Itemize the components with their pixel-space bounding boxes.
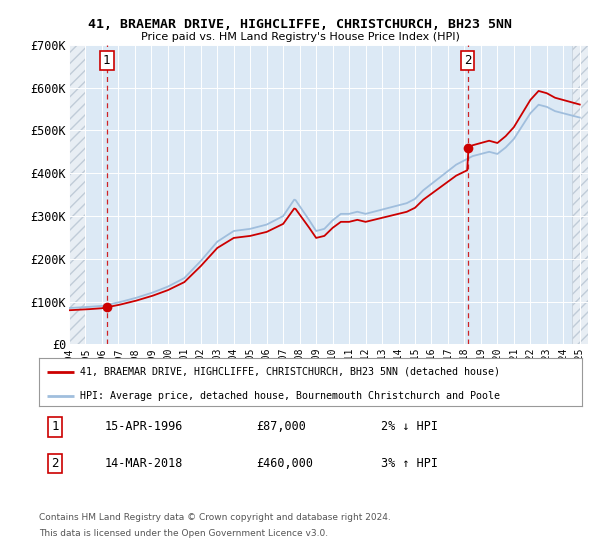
Text: 1: 1 — [103, 54, 110, 67]
Text: 3% ↑ HPI: 3% ↑ HPI — [381, 457, 438, 470]
Text: £460,000: £460,000 — [256, 457, 313, 470]
Text: 15-APR-1996: 15-APR-1996 — [104, 421, 182, 433]
Text: HPI: Average price, detached house, Bournemouth Christchurch and Poole: HPI: Average price, detached house, Bour… — [80, 390, 500, 400]
Bar — [572, 45, 588, 344]
Text: 14-MAR-2018: 14-MAR-2018 — [104, 457, 182, 470]
Text: 41, BRAEMAR DRIVE, HIGHCLIFFE, CHRISTCHURCH, BH23 5NN (detached house): 41, BRAEMAR DRIVE, HIGHCLIFFE, CHRISTCHU… — [80, 367, 500, 377]
Text: This data is licensed under the Open Government Licence v3.0.: This data is licensed under the Open Gov… — [39, 529, 328, 538]
Text: 2: 2 — [52, 457, 59, 470]
Text: £87,000: £87,000 — [256, 421, 306, 433]
Text: 1: 1 — [52, 421, 59, 433]
Text: 2% ↓ HPI: 2% ↓ HPI — [381, 421, 438, 433]
Text: Contains HM Land Registry data © Crown copyright and database right 2024.: Contains HM Land Registry data © Crown c… — [39, 514, 391, 522]
Text: 41, BRAEMAR DRIVE, HIGHCLIFFE, CHRISTCHURCH, BH23 5NN: 41, BRAEMAR DRIVE, HIGHCLIFFE, CHRISTCHU… — [88, 18, 512, 31]
Text: Price paid vs. HM Land Registry's House Price Index (HPI): Price paid vs. HM Land Registry's House … — [140, 32, 460, 42]
Bar — [69, 45, 85, 344]
Bar — [69, 45, 85, 344]
Text: 2: 2 — [464, 54, 472, 67]
Bar — [572, 45, 588, 344]
